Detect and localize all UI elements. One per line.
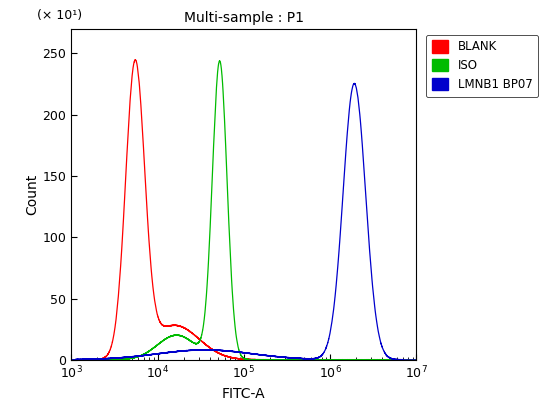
Y-axis label: Count: Count [26,174,39,215]
Title: Multi-sample : P1: Multi-sample : P1 [184,11,304,25]
Text: (× 10¹): (× 10¹) [37,9,82,22]
Legend: BLANK, ISO, LMNB1 BP07: BLANK, ISO, LMNB1 BP07 [426,34,538,97]
X-axis label: FITC-A: FITC-A [222,387,266,401]
